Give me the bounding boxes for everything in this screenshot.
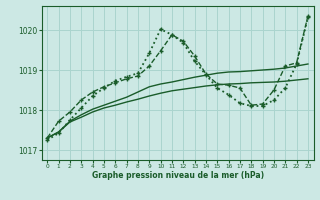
X-axis label: Graphe pression niveau de la mer (hPa): Graphe pression niveau de la mer (hPa)	[92, 171, 264, 180]
